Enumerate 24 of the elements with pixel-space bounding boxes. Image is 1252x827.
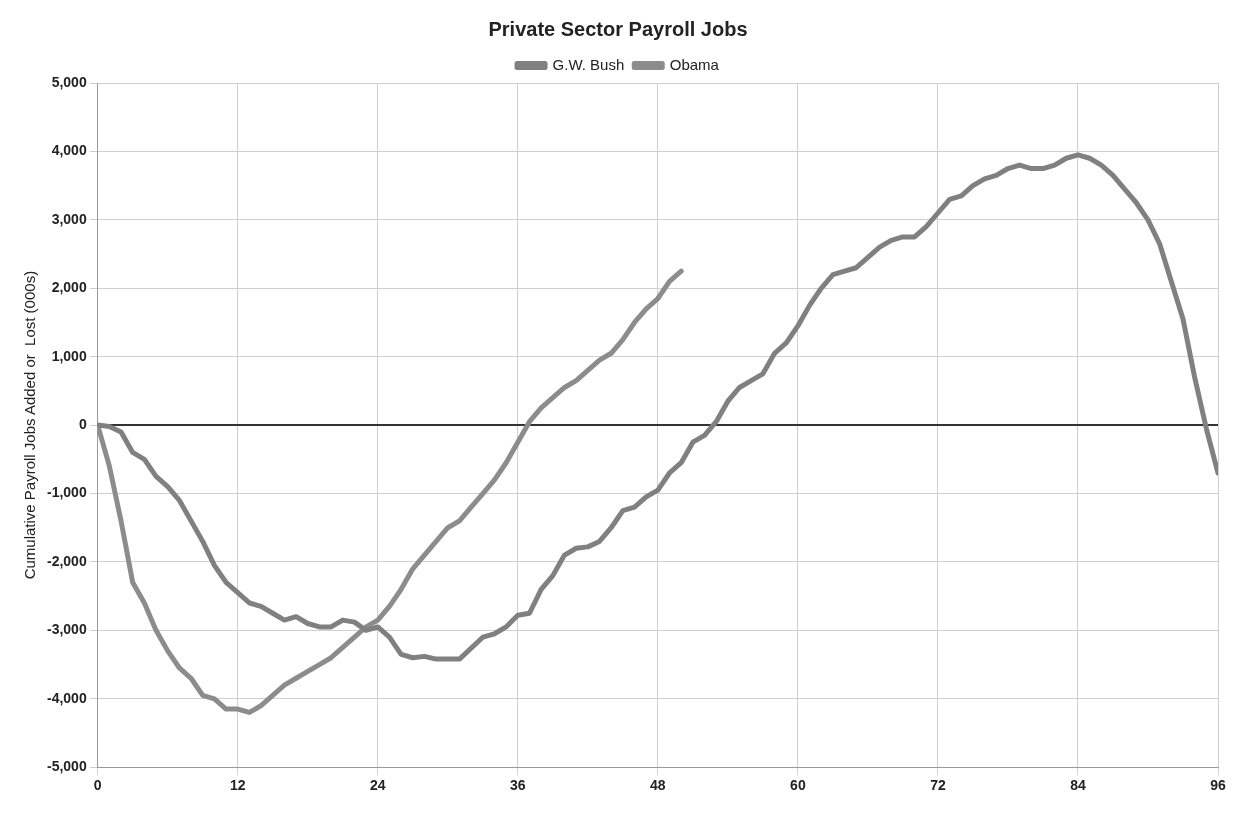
y-tick-label: -1,000 — [46, 484, 87, 501]
x-tick-label: 96 — [1210, 777, 1226, 794]
y-tick-label: 5,000 — [51, 73, 87, 90]
x-tick-label: 24 — [369, 777, 386, 794]
x-tick-label: 72 — [930, 777, 946, 794]
y-tick-label: 0 — [78, 415, 87, 432]
y-tick-label: 1,000 — [51, 347, 87, 364]
x-tick-label: 60 — [790, 777, 806, 794]
x-tick-label: 84 — [1070, 777, 1086, 794]
x-tick-label: 0 — [93, 777, 102, 794]
y-tick-label: 3,000 — [51, 210, 87, 227]
y-tick-label: 2,000 — [51, 279, 87, 296]
x-tick-label: 12 — [229, 777, 246, 794]
x-tick-label: 48 — [650, 777, 666, 794]
y-axis-title: Cumulative Payroll Jobs Added or Lost (000s) — [21, 270, 39, 580]
x-tick-label: 36 — [510, 777, 526, 794]
chart-title: Private Sector Payroll Jobs — [488, 17, 748, 40]
y-tick-label: -2,000 — [46, 552, 87, 569]
y-tick-label: 4,000 — [51, 142, 87, 159]
legend-label: G.W. Bush — [552, 55, 625, 73]
legend-label: Obama — [669, 55, 720, 73]
y-tick-label: -5,000 — [46, 758, 87, 775]
y-tick-label: -4,000 — [46, 689, 87, 706]
y-tick-label: -3,000 — [46, 621, 87, 638]
